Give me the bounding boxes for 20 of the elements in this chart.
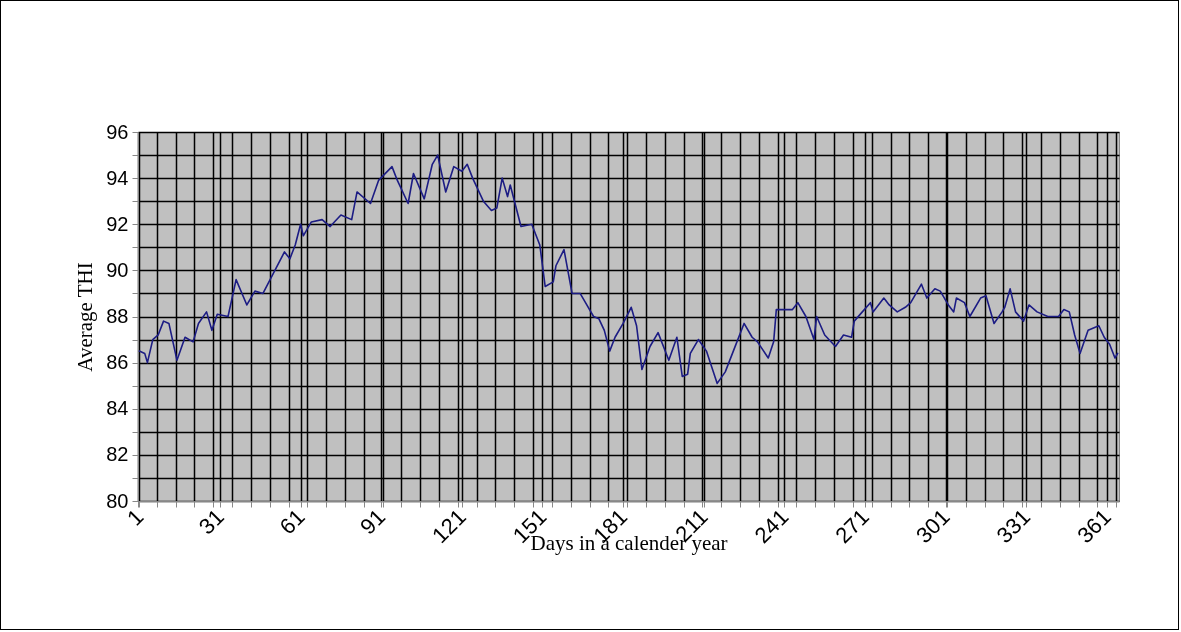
y-tick-label: 92	[106, 212, 129, 235]
y-tick-label: 80	[106, 489, 129, 512]
y-tick-label: 94	[106, 166, 129, 189]
y-axis-title: Average THI	[73, 262, 98, 372]
x-tick-label: 361	[1072, 504, 1116, 548]
x-tick-label: 301	[910, 504, 955, 548]
y-tick-label: 90	[106, 258, 129, 281]
x-tick-label: 271	[830, 504, 874, 548]
x-tick-label: 91	[355, 504, 391, 540]
y-tick-label: 82	[106, 443, 129, 466]
x-tick-label: 61	[274, 504, 310, 540]
x-tick-label: 331	[991, 504, 1036, 548]
y-tick-label: 86	[106, 351, 129, 374]
x-tick-label: 241	[749, 504, 794, 548]
line-series	[138, 154, 1119, 385]
x-tick-label: 121	[427, 504, 471, 548]
y-tick-label: 96	[106, 120, 129, 143]
y-tick-label: 88	[106, 305, 129, 327]
y-tick-label: 84	[106, 397, 129, 420]
x-tick-label: 31	[193, 504, 229, 540]
